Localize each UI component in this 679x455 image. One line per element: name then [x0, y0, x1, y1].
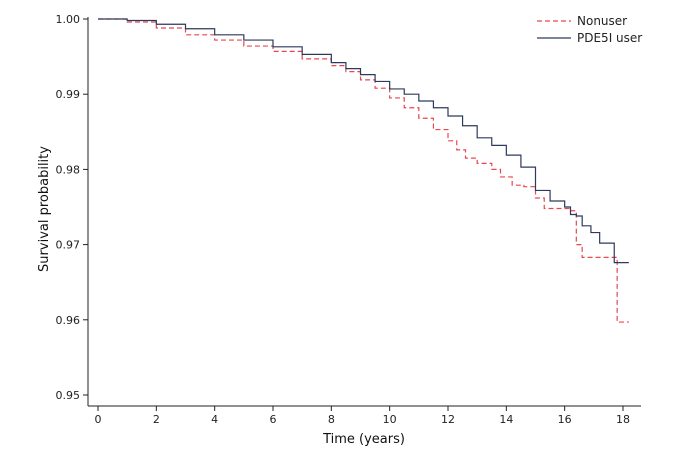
y-tick-label: 0.97 [56, 239, 81, 252]
axes: 0 2 4 6 8 10 12 14 16 18 0.95 0.96 0.97 0.98 0.99 1.00 [56, 13, 641, 426]
y-tick-label: 0.96 [56, 314, 81, 327]
x-tick-label: 2 [153, 413, 160, 426]
x-tick-label: 14 [499, 413, 513, 426]
y-tick-label: 1.00 [56, 13, 81, 26]
legend-label: PDE5I user [577, 31, 642, 45]
x-axis-title: Time (years) [322, 432, 405, 447]
x-tick-label: 18 [616, 413, 630, 426]
y-axis-title: Survival probability [37, 146, 52, 272]
legend: Nonuser PDE5I user [537, 14, 642, 45]
x-tick-label: 10 [383, 413, 397, 426]
series-line-nonuser [98, 18, 629, 323]
x-tick-label: 12 [441, 413, 455, 426]
series-group [98, 18, 629, 323]
series-line-pde5i-user [98, 18, 629, 264]
x-tick-label: 4 [211, 413, 218, 426]
x-tick-label: 0 [95, 413, 102, 426]
y-tick-label: 0.98 [56, 163, 81, 176]
x-tick-label: 8 [328, 413, 335, 426]
y-tick-label: 0.95 [56, 389, 81, 402]
x-tick-label: 6 [270, 413, 277, 426]
y-tick-label: 0.99 [56, 88, 81, 101]
legend-label: Nonuser [577, 14, 627, 28]
x-tick-label: 16 [558, 413, 572, 426]
